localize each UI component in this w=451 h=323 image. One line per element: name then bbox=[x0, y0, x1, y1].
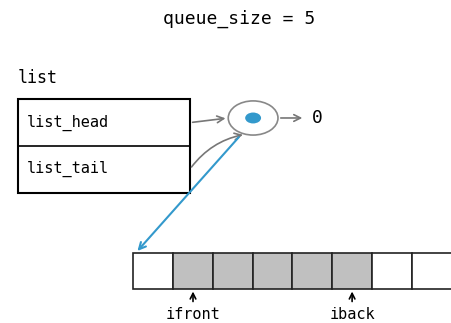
Bar bbox=[212, 253, 252, 289]
Circle shape bbox=[228, 101, 277, 135]
Text: list_head: list_head bbox=[27, 115, 109, 131]
Bar bbox=[331, 253, 371, 289]
Circle shape bbox=[244, 112, 261, 123]
FancyBboxPatch shape bbox=[18, 99, 189, 193]
Bar bbox=[371, 253, 411, 289]
Text: 0: 0 bbox=[311, 109, 322, 127]
Bar bbox=[133, 253, 173, 289]
Text: iback: iback bbox=[329, 307, 374, 322]
Text: ifront: ifront bbox=[165, 307, 220, 322]
Text: list_tail: list_tail bbox=[27, 161, 109, 177]
Text: list: list bbox=[18, 69, 58, 87]
Bar bbox=[252, 253, 292, 289]
Bar bbox=[173, 253, 212, 289]
Text: queue_size = 5: queue_size = 5 bbox=[163, 9, 315, 27]
Bar bbox=[411, 253, 451, 289]
Bar bbox=[292, 253, 331, 289]
